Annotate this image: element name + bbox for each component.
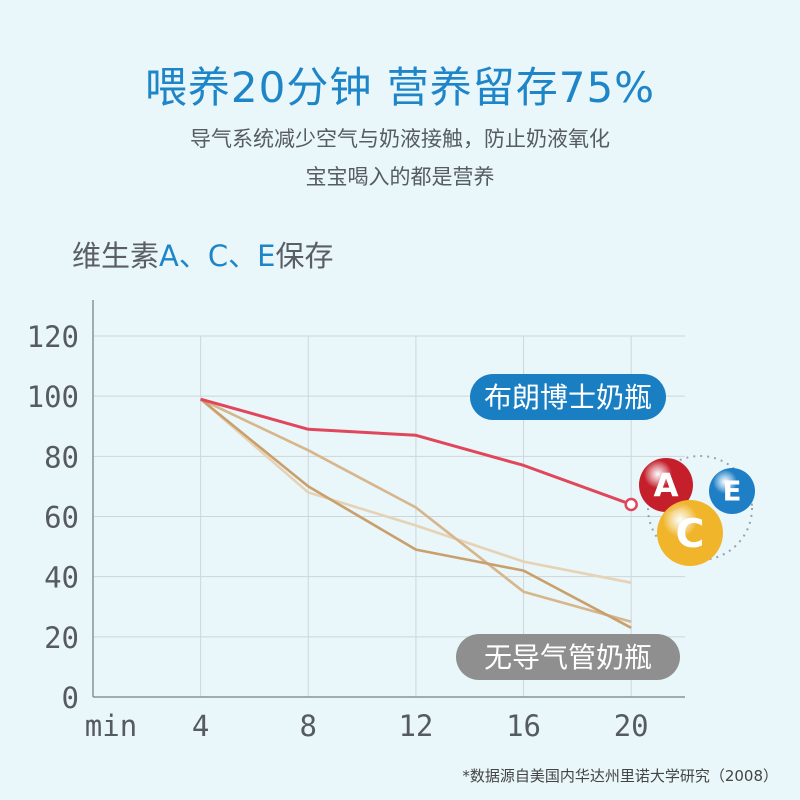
- chart-series: [199, 397, 638, 629]
- x-tick-label-4: 4: [192, 709, 209, 743]
- y-tick-label-20: 20: [44, 621, 79, 655]
- chart-title-prefix: 维生素: [72, 239, 160, 273]
- subtitle-line-2: 宝宝喝入的都是营养: [305, 165, 495, 189]
- series-line-4: [199, 398, 632, 584]
- chart-title-highlight: A、C、E: [159, 239, 276, 273]
- x-tick-label-12: 12: [398, 709, 433, 743]
- series-label-2-text: 无导气管奶瓶: [484, 641, 652, 674]
- vitamin-e-letter: E: [723, 475, 742, 508]
- series-line-2: [199, 398, 632, 629]
- x-tick-label-20: 20: [614, 709, 649, 743]
- x-tick-label-16: 16: [506, 709, 541, 743]
- y-tick-label-120: 120: [27, 320, 79, 354]
- vitamin-c-icon: C: [657, 500, 723, 566]
- series-label-2: 无导气管奶瓶: [456, 634, 680, 680]
- chart-tick-labels: 0 20 40 60 80 100 120 4 8 12 16 20 min: [27, 320, 649, 743]
- vitamin-a-icon: A: [639, 458, 693, 512]
- badge-orbit: [647, 455, 753, 561]
- x-tick-label-8: 8: [300, 709, 317, 743]
- subtitle-line-1: 导气系统减少空气与奶液接触，防止奶液氧化: [190, 127, 610, 151]
- series-label-1-text: 布朗博士奶瓶: [484, 381, 652, 414]
- vitamin-c-letter: C: [675, 511, 704, 557]
- y-tick-label-40: 40: [44, 561, 79, 595]
- footnote: *数据源自美国内华达州里诺大学研究（2008）: [462, 767, 778, 785]
- series-label-1: 布朗博士奶瓶: [470, 374, 666, 420]
- vitamin-e-icon: E: [709, 468, 755, 514]
- vitamin-badges: A EC: [639, 455, 755, 566]
- y-tick-label-80: 80: [44, 440, 79, 474]
- chart-axes: [92, 300, 685, 698]
- chart-title: 维生素A、C、E保存: [72, 236, 333, 276]
- series-label-1-bg: [470, 374, 666, 420]
- vitamin-a-letter: A: [653, 466, 678, 504]
- y-tick-label-0: 0: [62, 681, 79, 715]
- y-tick-label-60: 60: [44, 501, 79, 535]
- chart-title-suffix: 保存: [275, 239, 334, 273]
- series-label-2-bg: [456, 634, 680, 680]
- x-axis-label: min: [85, 709, 137, 743]
- series-line-3: [200, 398, 632, 624]
- series-line-1: [200, 397, 632, 506]
- y-tick-label-100: 100: [27, 380, 79, 414]
- page-title: 喂养20分钟 营养留存75%: [144, 63, 656, 112]
- series-1-end-point: [624, 497, 638, 512]
